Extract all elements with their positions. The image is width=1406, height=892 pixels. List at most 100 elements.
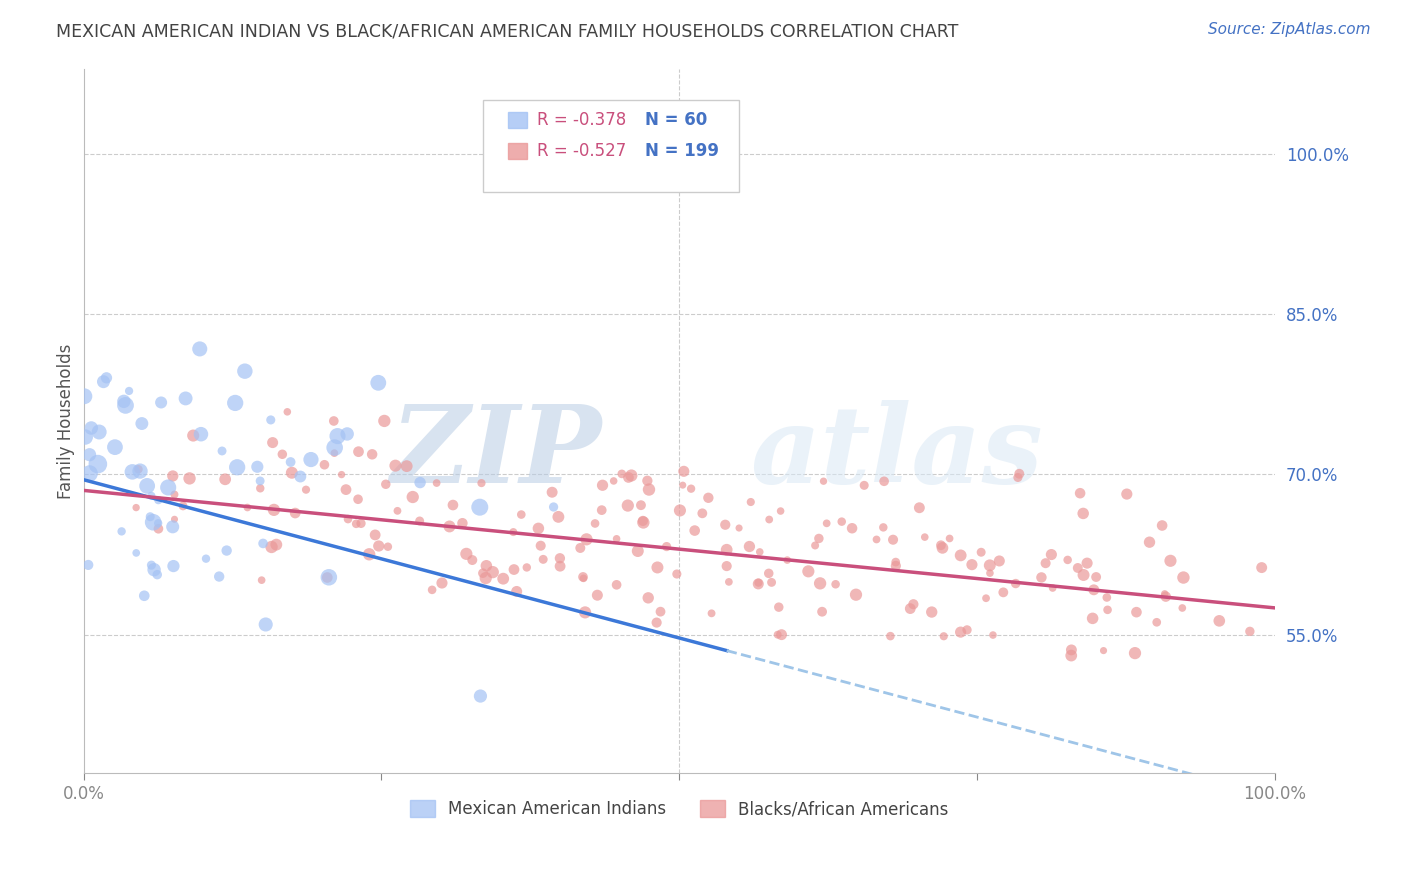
Point [841,521,863,535]
Point [610,467,633,481]
Point [148,493,170,508]
Point [1152,518,1174,533]
Point [873,475,896,489]
Point [714,517,737,532]
Point [136,479,159,493]
Point [683,524,706,538]
Point [583,516,606,531]
Point [1092,643,1115,657]
Point [1031,570,1053,584]
Point [131,417,153,431]
Point [761,575,783,590]
Point [988,554,1011,568]
Point [141,489,163,503]
Point [121,465,143,479]
Point [172,499,194,513]
Point [908,500,931,515]
Point [246,459,269,474]
Point [1097,603,1119,617]
Point [409,475,432,490]
Point [669,503,692,517]
Point [717,574,740,589]
Point [344,516,367,531]
Point [481,565,503,579]
Point [631,514,654,528]
Point [502,525,524,540]
Point [747,577,769,591]
Point [162,469,184,483]
Point [1154,590,1177,604]
Point [768,600,790,615]
Point [337,512,360,526]
Point [430,576,453,591]
Point [426,476,449,491]
Point [815,516,838,531]
Point [359,547,381,561]
Point [853,478,876,492]
Point [813,474,835,488]
Point [898,601,921,615]
Text: R = -0.378: R = -0.378 [537,111,627,129]
Point [574,606,596,620]
Point [716,559,738,574]
Point [323,446,346,460]
Point [373,414,395,428]
Point [510,508,533,522]
Point [1085,570,1108,584]
FancyBboxPatch shape [508,112,527,128]
Point [276,405,298,419]
Point [190,427,212,442]
Point [1060,648,1083,663]
Point [979,558,1001,573]
Point [87,457,110,471]
Point [125,500,148,515]
Point [1042,581,1064,595]
Point [492,572,515,586]
Point [96,371,118,385]
Text: N = 199: N = 199 [644,142,718,160]
FancyBboxPatch shape [482,100,738,192]
Point [179,471,201,485]
Point [330,467,353,482]
Text: atlas: atlas [751,400,1043,506]
Point [188,342,211,356]
Point [461,553,484,567]
Point [174,392,197,406]
Point [266,538,288,552]
Point [316,570,339,584]
Point [879,629,901,643]
Point [79,448,101,462]
Point [470,476,492,491]
Point [974,591,997,606]
Point [1095,591,1118,605]
Point [146,567,169,582]
Point [807,532,830,546]
Point [672,478,695,492]
Point [697,491,720,505]
Point [617,470,640,484]
Point [692,506,714,520]
Point [441,498,464,512]
Point [75,430,97,444]
Point [831,515,853,529]
Point [633,516,655,530]
Point [143,563,166,577]
Point [262,435,284,450]
Point [617,499,640,513]
Point [129,464,152,478]
Point [150,395,173,409]
Point [650,605,672,619]
Point [471,566,494,581]
Point [377,540,399,554]
Point [1153,587,1175,601]
Text: ZIP: ZIP [391,400,602,506]
Point [993,585,1015,599]
Point [638,483,661,497]
Point [766,628,789,642]
Point [728,521,751,535]
Point [700,607,723,621]
Point [645,615,668,630]
Point [606,532,628,546]
Point [503,562,526,576]
Point [214,472,236,486]
